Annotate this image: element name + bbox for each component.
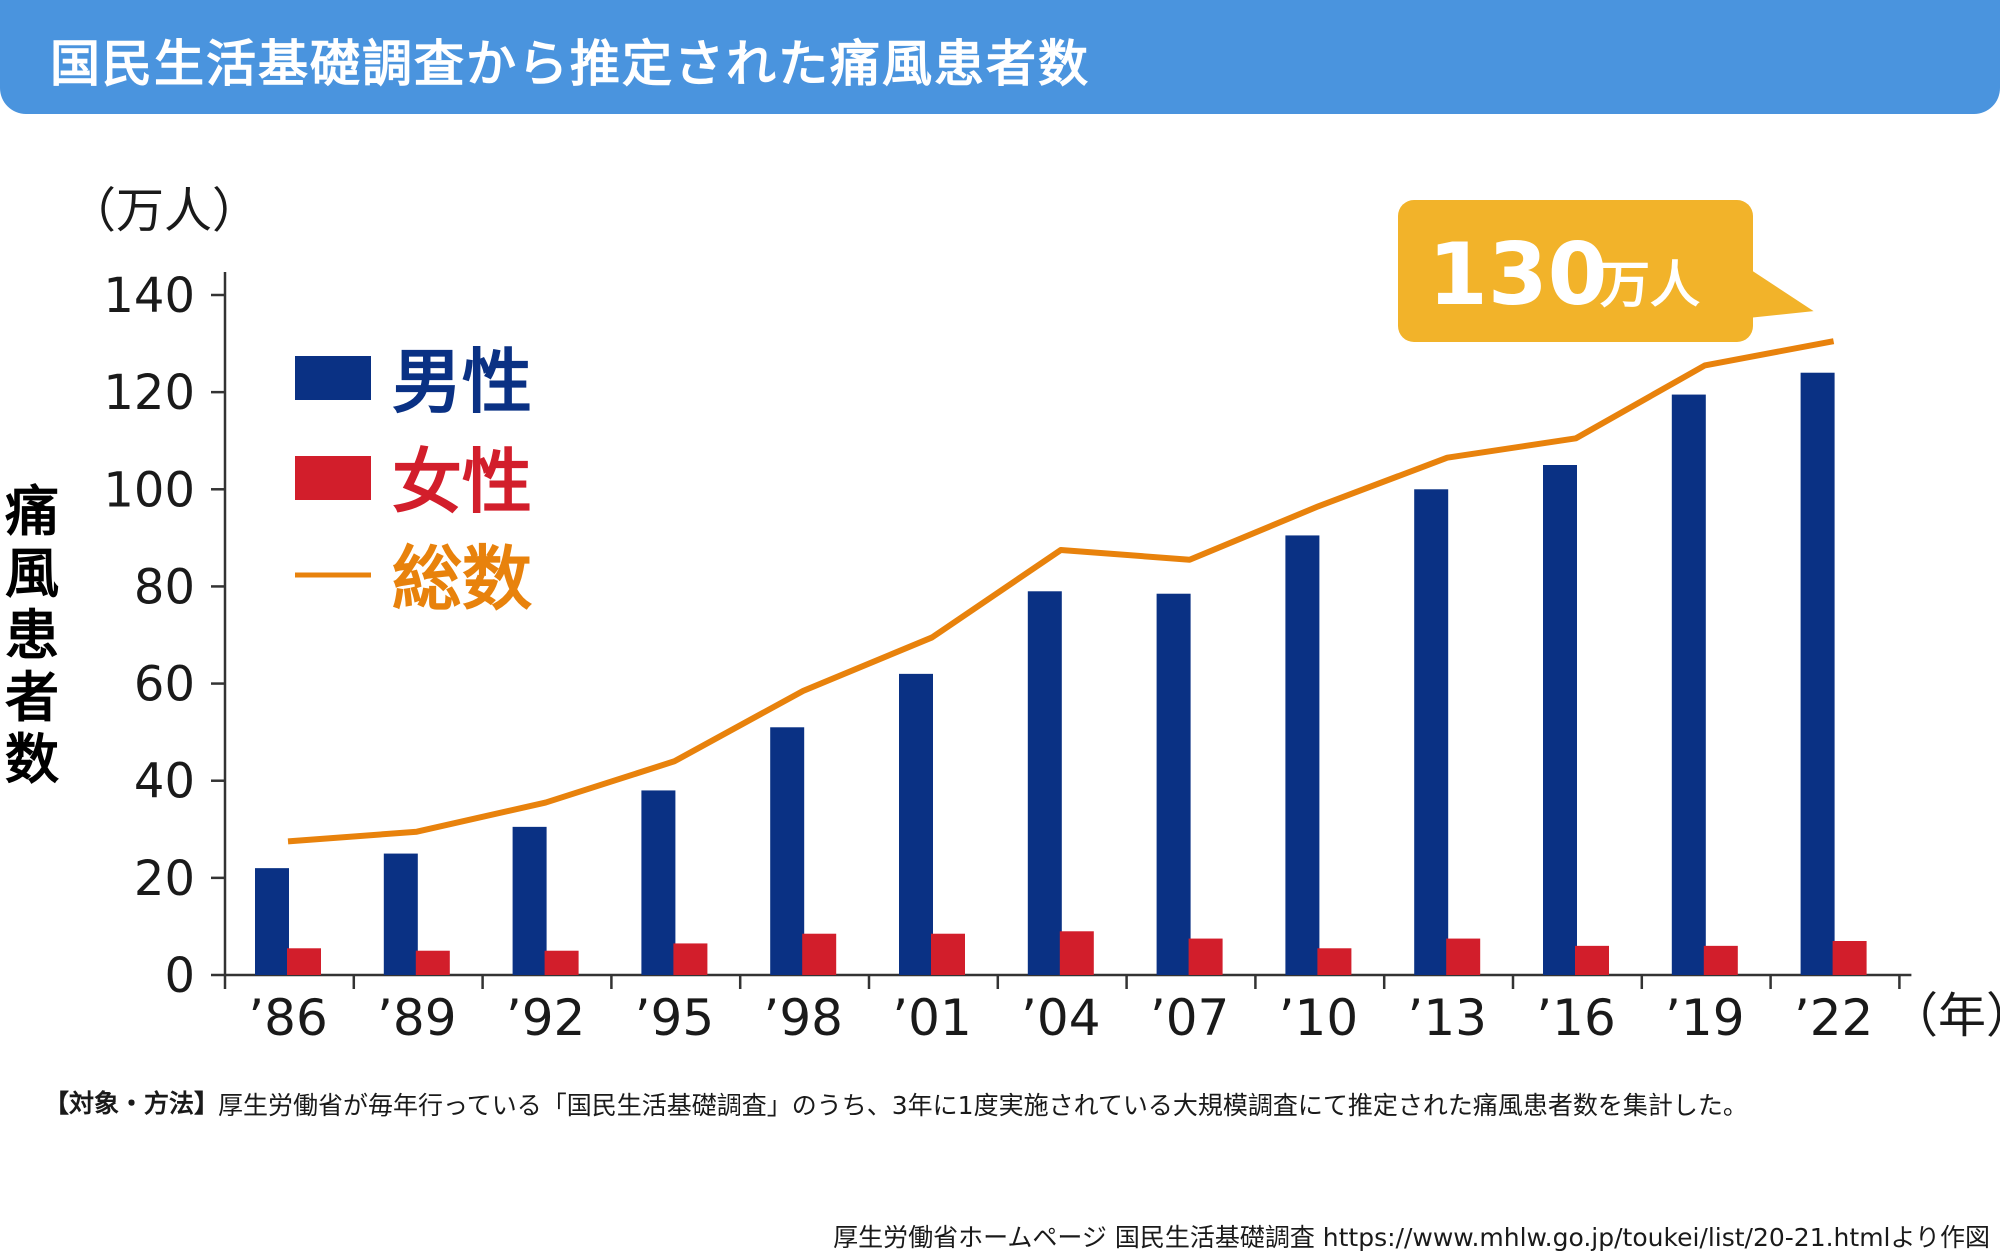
- bar-female: [1832, 941, 1867, 975]
- y-axis-ticks: 0 20 40 60 80 100 120 140: [103, 268, 225, 1004]
- x-tick-label: ’98: [763, 989, 843, 1047]
- callout-value: 130: [1428, 225, 1608, 325]
- bar-female: [931, 933, 965, 975]
- x-tick-label: ’04: [1021, 989, 1101, 1047]
- y-axis-label-char: 風: [5, 542, 59, 605]
- bar-male: [1027, 591, 1062, 975]
- x-tick-label: ’13: [1407, 989, 1487, 1047]
- x-axis-ticks: ’86 ’89 ’92 ’95 ’98 ’01 ’04 ’07 ’10 ’13 ’16 ’19 ’22: [223, 975, 1901, 1047]
- callout-bubble: [1398, 200, 1753, 342]
- bar-female: [1059, 931, 1094, 975]
- bar-male: [512, 826, 547, 975]
- x-axis-unit: （年）: [1890, 988, 2000, 1044]
- title-bar: 国民生活基礎調査から推定された痛風患者数: [0, 0, 2000, 114]
- bar-male: [1543, 465, 1577, 975]
- y-tick-label: 140: [103, 268, 195, 324]
- source-text: 厚生労働省ホームページ 国民生活基礎調査 https://www.mhlw.go…: [833, 1223, 1990, 1252]
- bar-male: [1671, 394, 1706, 976]
- x-tick-label: ’07: [1150, 989, 1230, 1047]
- bar-female: [1188, 938, 1223, 975]
- legend-swatch: [295, 456, 371, 500]
- y-axis-label-char: 痛: [5, 480, 59, 543]
- bar-female: [415, 950, 450, 975]
- bar-female: [1446, 938, 1481, 975]
- bar-male: [1285, 535, 1320, 975]
- bar-male: [641, 790, 676, 975]
- chart-title: 国民生活基礎調査から推定された痛風患者数: [50, 35, 1090, 93]
- bar-female: [673, 943, 708, 975]
- bar-female: [802, 933, 837, 975]
- legend-label: 総数: [392, 538, 532, 620]
- x-tick-label: ’89: [377, 989, 457, 1047]
- legend-label: 女性: [392, 441, 532, 523]
- y-tick-label: 0: [164, 948, 195, 1004]
- bars: [255, 372, 1867, 976]
- bar-male: [255, 868, 289, 975]
- y-tick-label: 100: [103, 462, 195, 518]
- bar-male: [1414, 489, 1449, 975]
- total-line-group: [287, 338, 1835, 845]
- x-tick-label: ’10: [1279, 989, 1359, 1047]
- x-tick-label: ’86: [248, 989, 328, 1047]
- bar-male: [1156, 593, 1191, 975]
- y-axis-label-char: 数: [5, 728, 59, 791]
- x-tick-label: ’19: [1665, 989, 1745, 1047]
- callout-unit: 万人: [1600, 256, 1700, 314]
- y-tick-label: 60: [134, 657, 195, 713]
- bar-male: [899, 673, 933, 975]
- bar-female: [1703, 945, 1738, 975]
- bar-female: [1317, 948, 1352, 975]
- y-tick-label: 40: [134, 754, 195, 810]
- note-label: 【対象・方法】: [44, 1089, 220, 1118]
- legend-swatch: [295, 356, 371, 400]
- y-tick-label: 20: [134, 851, 195, 907]
- x-tick-label: ’92: [506, 989, 586, 1047]
- legend-label: 男性: [392, 341, 532, 423]
- callout-pointer: [1748, 268, 1814, 318]
- x-tick-label: ’22: [1794, 989, 1874, 1047]
- bar-male: [1800, 372, 1835, 975]
- y-axis-unit: （万人）: [68, 183, 260, 239]
- y-axis-label-char: 者: [5, 666, 59, 729]
- x-tick-label: ’01: [892, 989, 972, 1047]
- y-tick-label: 80: [134, 559, 195, 615]
- y-axis-label-char: 患: [5, 604, 59, 667]
- bar-male: [770, 727, 805, 975]
- y-tick-label: 120: [103, 365, 195, 421]
- bar-female: [1575, 945, 1609, 975]
- x-tick-label: ’95: [635, 989, 715, 1047]
- bar-male: [383, 853, 418, 975]
- bar-female: [544, 950, 579, 975]
- x-tick-label: ’16: [1536, 989, 1616, 1047]
- note-text: 厚生労働省が毎年行っている「国民生活基礎調査」のうち、3年に1度実施されている大…: [218, 1091, 1748, 1120]
- total-line: [287, 338, 1835, 845]
- gout-patients-chart: （万人） （年） 痛風患者数 0 20 40 60 80 100 120 140 ’86 ’89…: [5, 183, 2000, 1047]
- bar-female: [287, 948, 321, 975]
- y-axis-label: 痛風患者数: [5, 480, 59, 791]
